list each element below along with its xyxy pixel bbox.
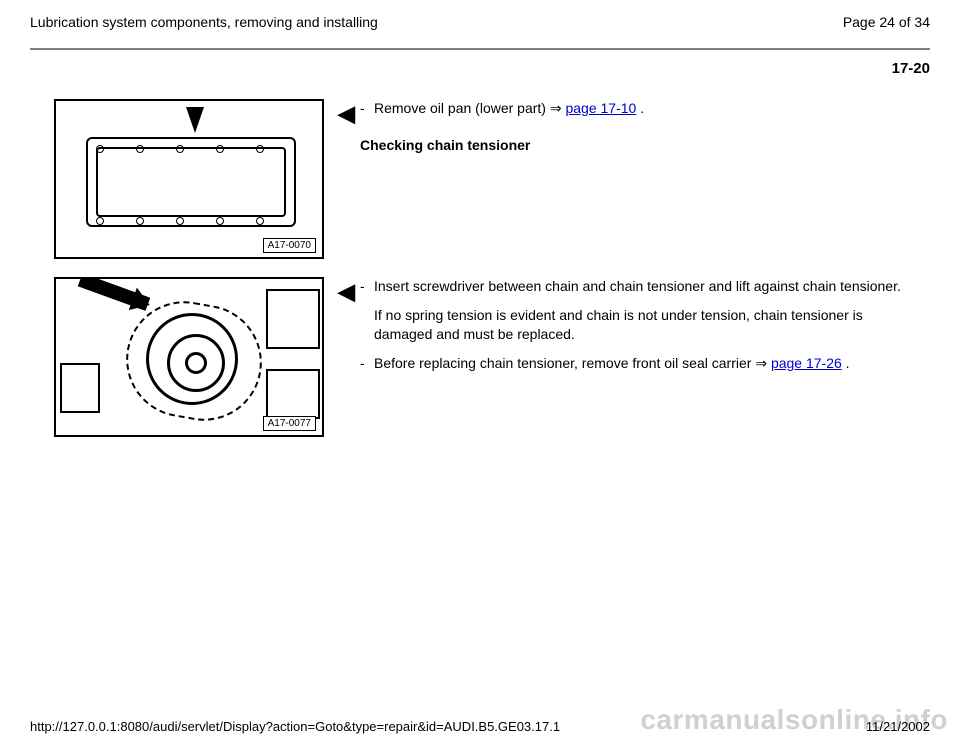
- bullet-insert-screwdriver: - Insert screwdriver between chain and c…: [360, 277, 920, 296]
- figure-label-2: A17-0077: [263, 416, 316, 431]
- figure-chain-tensioner: A17-0077: [54, 277, 324, 437]
- step-pointer-icon: ◀: [338, 101, 356, 127]
- subheading-checking-chain-tensioner: Checking chain tensioner: [360, 136, 920, 155]
- bullet-text: Before replacing chain tensioner, remove…: [374, 355, 755, 371]
- header-pager: Page 24 of 34: [843, 14, 930, 30]
- arrow-icon: ⇒: [755, 355, 767, 371]
- footer-date: 11/21/2002: [866, 719, 930, 734]
- step-row-2: A17-0077 ◀ - Insert screwdriver between …: [30, 277, 930, 437]
- step-pointer-icon: ◀: [338, 279, 356, 305]
- bullet-text-tail: .: [846, 355, 850, 371]
- header-title: Lubrication system components, removing …: [30, 14, 378, 30]
- figure-label-1: A17-0070: [263, 238, 316, 253]
- bullet-text-tail: .: [640, 100, 644, 116]
- bullet-remove-oil-pan: - Remove oil pan (lower part) ⇒ page 17-…: [360, 99, 920, 118]
- bullet-before-replacing: - Before replacing chain tensioner, remo…: [360, 354, 920, 373]
- arrow-icon: ⇒: [550, 100, 562, 116]
- bullet-text: Remove oil pan (lower part): [374, 100, 550, 116]
- header-rule: [30, 48, 930, 50]
- step-row-1: A17-0070 ◀ - Remove oil pan (lower part)…: [30, 99, 930, 259]
- figure-oil-pan: A17-0070: [54, 99, 324, 259]
- link-page-17-10[interactable]: page 17-10: [565, 100, 636, 116]
- note-spring-tension: If no spring tension is evident and chai…: [374, 306, 920, 344]
- footer-url: http://127.0.0.1:8080/audi/servlet/Displ…: [30, 719, 560, 734]
- link-page-17-26[interactable]: page 17-26: [771, 355, 842, 371]
- page-number: 17-20: [30, 60, 930, 77]
